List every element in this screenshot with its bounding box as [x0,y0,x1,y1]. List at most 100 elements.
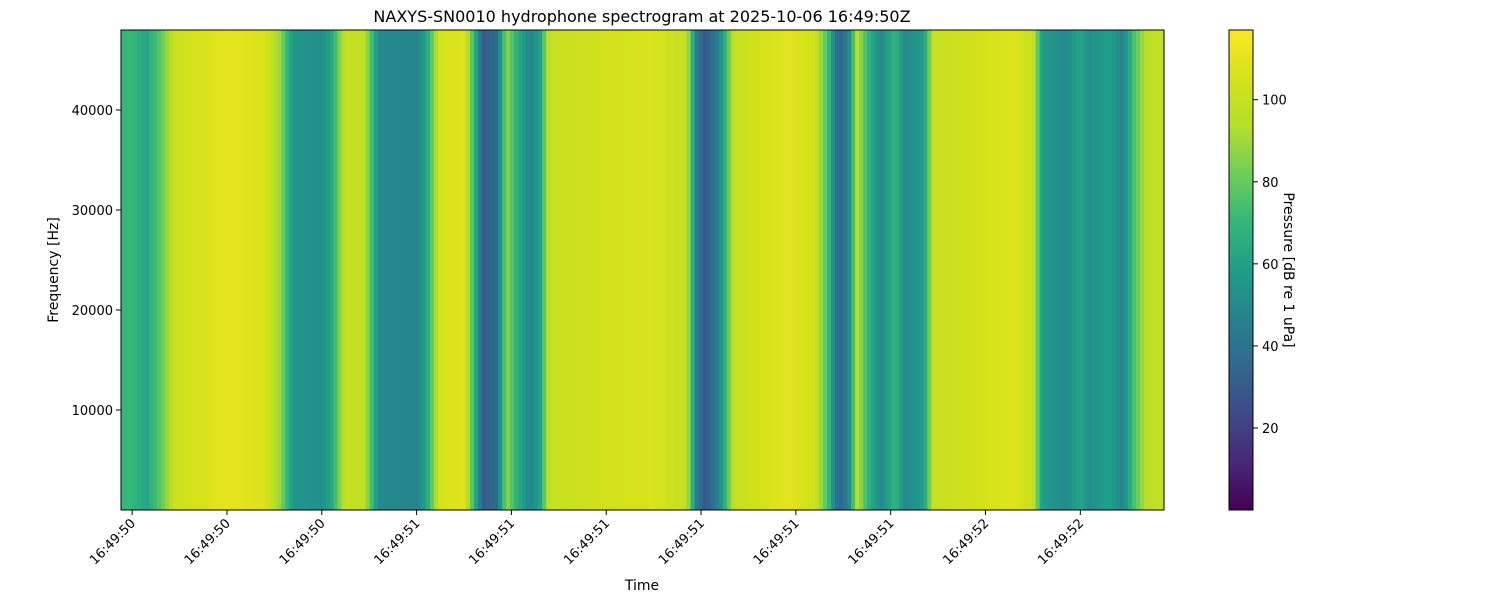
heatmap-cell [502,30,507,510]
heatmap-cell [422,30,427,510]
heatmap-cell [1016,30,1021,510]
heatmap-cell [887,30,892,510]
heatmap-cell [386,30,391,510]
heatmap-cell [851,30,856,510]
heatmap-cell [663,30,668,510]
heatmap-cell [667,30,672,510]
heatmap-cell [189,30,194,510]
heatmap-cell [1052,30,1057,510]
heatmap-cell [799,30,804,510]
heatmap-cell [1136,30,1141,510]
colorbar: 20 40 60 80 100 Pressure [dB re 1 uPa] [1229,30,1296,510]
heatmap-cell [566,30,571,510]
heatmap-cell [161,30,166,510]
heatmap-cell [462,30,467,510]
heatmap-cell [679,30,684,510]
heatmap-cell [795,30,800,510]
heatmap-cell [863,30,868,510]
heatmap-cell [550,30,555,510]
heatmap-cell [767,30,772,510]
heatmap-cell [169,30,174,510]
heatmap-cell [506,30,511,510]
heatmap-cell [1076,30,1081,510]
heatmap-cell [687,30,692,510]
heatmap-cell [996,30,1001,510]
heatmap-cell [943,30,948,510]
x-tick-label: 16:49:51 [656,516,708,568]
heatmap-cell [763,30,768,510]
heatmap-cell [875,30,880,510]
heatmap-cell [318,30,323,510]
heatmap-cell [739,30,744,510]
heatmap-cell [935,30,940,510]
heatmap-cell [289,30,294,510]
heatmap-cell [622,30,627,510]
heatmap-cell [1036,30,1041,510]
heatmap-cell [418,30,423,510]
heatmap-cell [253,30,258,510]
x-tick-label: 16:49:50 [182,516,234,568]
heatmap-cell [811,30,816,510]
heatmap-cell [959,30,964,510]
heatmap-cell [947,30,952,510]
heatmap-cell [594,30,599,510]
heatmap-cell [217,30,222,510]
heatmap-cell [554,30,559,510]
heatmap-cell [979,30,984,510]
heatmap-cell [498,30,503,510]
heatmap-cell [879,30,884,510]
heatmap-cell [245,30,250,510]
heatmap-cell [306,30,311,510]
heatmap-cell [923,30,928,510]
heatmap-cell [261,30,266,510]
heatmap-cell [237,30,242,510]
heatmap-cell [775,30,780,510]
heatmap-cell [394,30,399,510]
heatmap-cell [975,30,980,510]
heatmap-cell [683,30,688,510]
heatmap-cell [366,30,371,510]
heatmap-cell [899,30,904,510]
heatmap-cell [538,30,543,510]
heatmap-cell [257,30,262,510]
x-tick-label: 16:49:51 [372,516,424,568]
heatmap-cell [1032,30,1037,510]
heatmap-cell [1072,30,1077,510]
heatmap-cell [582,30,587,510]
heatmap-cell [374,30,379,510]
heatmap-cell [638,30,643,510]
heatmap-cell [1008,30,1013,510]
heatmap-cell [406,30,411,510]
heatmap-cell [963,30,968,510]
x-tick-label: 16:49:52 [1035,516,1087,568]
heatmap-cell [691,30,696,510]
heatmap-cell [205,30,210,510]
heatmap-cell [149,30,154,510]
heatmap-cell [1112,30,1117,510]
heatmap-cell [570,30,575,510]
heatmap-cell [430,30,435,510]
heatmap-cell [751,30,756,510]
heatmap-cell [711,30,716,510]
heatmap-cell [815,30,820,510]
heatmap-cell [314,30,319,510]
heatmap-cell [470,30,475,510]
heatmap-cell [273,30,278,510]
heatmap-cell [494,30,499,510]
heatmap-cell [201,30,206,510]
heatmap-cell [546,30,551,510]
heatmap-cell [209,30,214,510]
colorbar-label: Pressure [dB re 1 uPa] [1280,192,1296,347]
heatmap-cell [446,30,451,510]
heatmap-cell [181,30,186,510]
heatmap-cell [466,30,471,510]
heatmap-cell [277,30,282,510]
heatmap-cell [454,30,459,510]
heatmap-cell [1148,30,1153,510]
heatmap-cell [1068,30,1073,510]
heatmap-cell [402,30,407,510]
heatmap-cell [1152,30,1157,510]
heatmap-cell [867,30,872,510]
heatmap-cell [382,30,387,510]
heatmap-cell [294,30,299,510]
